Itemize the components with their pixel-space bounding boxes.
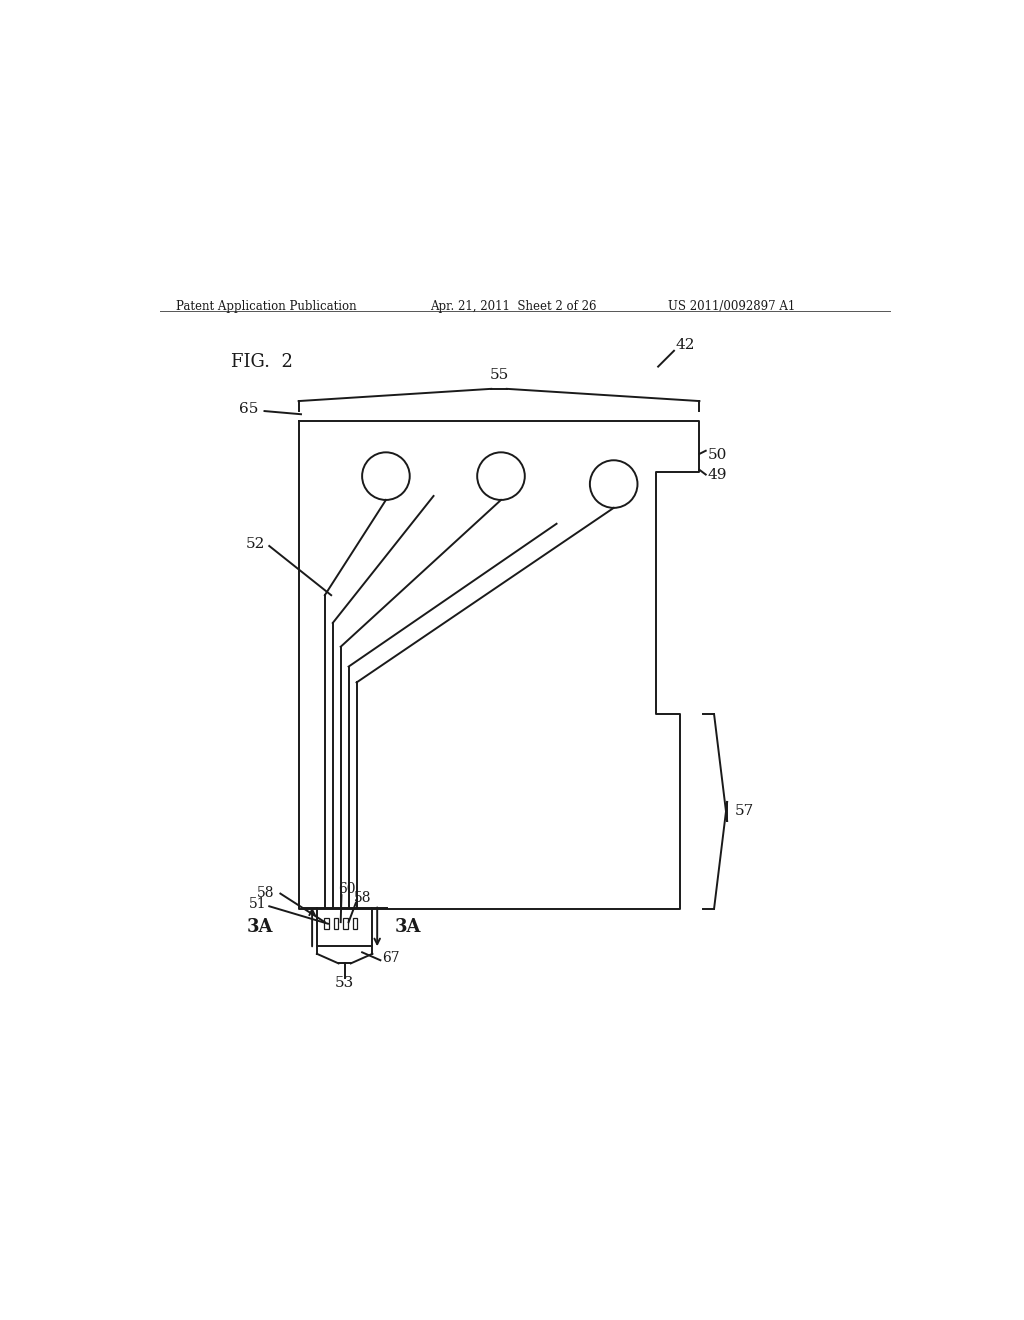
Text: 50: 50 xyxy=(708,447,727,462)
Text: 3A: 3A xyxy=(247,917,273,936)
Bar xyxy=(324,919,329,929)
Text: 58: 58 xyxy=(257,886,274,900)
Text: 53: 53 xyxy=(335,977,354,990)
Bar xyxy=(352,919,357,929)
Text: FIG.  2: FIG. 2 xyxy=(231,354,293,371)
Text: 52: 52 xyxy=(246,536,265,550)
Text: 65: 65 xyxy=(240,401,258,416)
Text: Patent Application Publication: Patent Application Publication xyxy=(176,300,356,313)
Text: 60: 60 xyxy=(338,882,355,896)
Text: US 2011/0092897 A1: US 2011/0092897 A1 xyxy=(668,300,795,313)
Bar xyxy=(334,919,338,929)
Bar xyxy=(343,919,348,929)
Text: 3A: 3A xyxy=(394,917,421,936)
Text: 67: 67 xyxy=(382,950,399,965)
Text: 55: 55 xyxy=(489,368,509,383)
Text: 57: 57 xyxy=(735,804,755,818)
Text: 49: 49 xyxy=(708,469,727,482)
Text: 51: 51 xyxy=(249,896,266,911)
Text: 42: 42 xyxy=(676,338,695,352)
Text: 58: 58 xyxy=(354,891,372,904)
Text: Apr. 21, 2011  Sheet 2 of 26: Apr. 21, 2011 Sheet 2 of 26 xyxy=(430,300,596,313)
